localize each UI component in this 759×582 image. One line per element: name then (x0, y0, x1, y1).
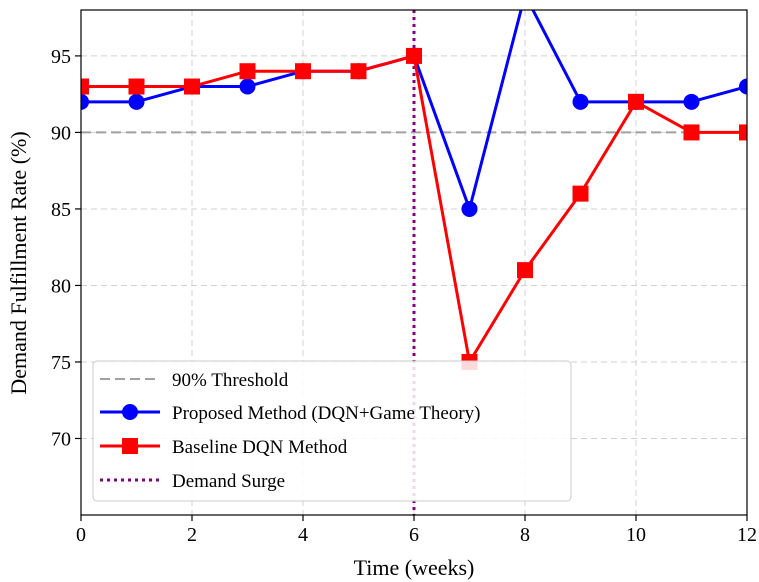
x-tick-label: 6 (409, 524, 419, 546)
legend: 90% Threshold Proposed Method (DQN+Game … (92, 360, 572, 502)
data-point-baseline (628, 93, 644, 110)
y-tick-label: 90 (51, 122, 71, 144)
data-point-baseline (406, 47, 422, 64)
x-tick-label: 0 (76, 524, 86, 546)
x-tick-label: 2 (187, 524, 197, 546)
y-tick-label: 80 (51, 275, 71, 297)
data-point-proposed (517, 0, 533, 3)
data-point-proposed (81, 93, 89, 110)
x-tick-label: 12 (737, 524, 757, 546)
x-tick-label: 10 (626, 524, 646, 546)
data-point-proposed (128, 93, 145, 110)
y-tick-label: 95 (51, 46, 71, 68)
legend-label-proposed: Proposed Method (DQN+Game Theory) (172, 403, 481, 424)
data-point-proposed (572, 93, 589, 110)
data-point-baseline (184, 78, 200, 95)
y-tick-label: 70 (51, 428, 71, 450)
legend-label-baseline: Baseline DQN Method (172, 437, 348, 458)
x-tick-label: 8 (520, 524, 530, 546)
series-layer (81, 0, 747, 370)
x-axis-title: Time (weeks) (354, 555, 475, 580)
legend-label-surge: Demand Surge (172, 471, 285, 492)
y-tick-label: 75 (51, 352, 71, 374)
legend-label-threshold: 90% Threshold (172, 370, 289, 391)
y-axis-title: Demand Fulfillment Rate (%) (6, 131, 31, 394)
data-point-baseline (683, 124, 700, 141)
data-point-proposed (739, 78, 747, 95)
ticks: 0 2 4 6 8 10 12 70 75 80 85 90 95 (51, 46, 757, 546)
legend-proposed-marker (122, 404, 138, 420)
data-point-baseline (350, 63, 367, 80)
data-point-baseline (239, 63, 256, 80)
data-point-proposed (683, 93, 700, 110)
data-point-baseline (572, 185, 589, 202)
data-point-baseline (739, 124, 747, 141)
data-point-proposed (239, 78, 256, 95)
x-tick-label: 4 (298, 524, 308, 546)
data-point-baseline (517, 262, 533, 279)
legend-baseline-marker (122, 438, 138, 454)
legend-box (92, 360, 572, 502)
data-point-proposed (461, 200, 478, 217)
data-point-baseline (81, 78, 89, 95)
data-point-baseline (295, 63, 311, 80)
data-point-baseline (128, 78, 145, 95)
y-tick-label: 85 (51, 199, 71, 221)
